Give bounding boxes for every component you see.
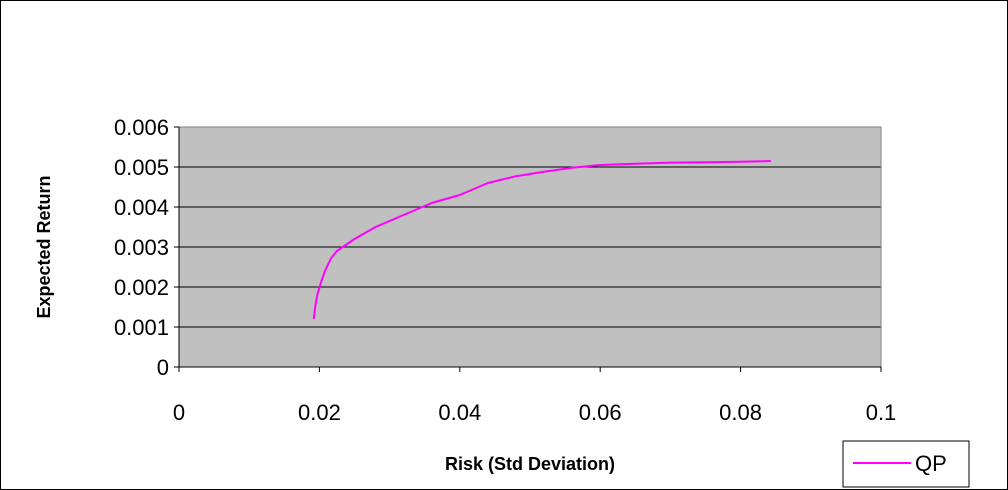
series-layer	[312, 160, 771, 320]
legend: QP	[842, 440, 970, 488]
y-tick-label: 0	[157, 355, 169, 380]
y-tick-label: 0.004	[114, 195, 169, 220]
series-line-qp	[312, 160, 771, 320]
y-axis-title: Expected Return	[34, 175, 54, 318]
legend-label-qp: QP	[915, 451, 947, 476]
x-axis-title: Risk (Std Deviation)	[445, 454, 615, 474]
y-tick-label: 0.006	[114, 115, 169, 140]
y-tick-label: 0.005	[114, 155, 169, 180]
x-tick-label: 0	[173, 400, 185, 425]
x-tick-label: 0.02	[298, 400, 341, 425]
x-tick-label: 0.06	[579, 400, 622, 425]
y-tick-label: 0.002	[114, 275, 169, 300]
gridlines	[179, 166, 881, 328]
y-tick-label: 0.001	[114, 315, 169, 340]
x-tick-label: 0.08	[719, 400, 762, 425]
axes: 0 0.001 0.002 0.003 0.004 0.005 0.006 0 0.02 0.04…	[114, 115, 896, 425]
x-tick-label: 0.1	[866, 400, 897, 425]
x-tick-label: 0.04	[438, 400, 481, 425]
y-tick-label: 0.003	[114, 235, 169, 260]
